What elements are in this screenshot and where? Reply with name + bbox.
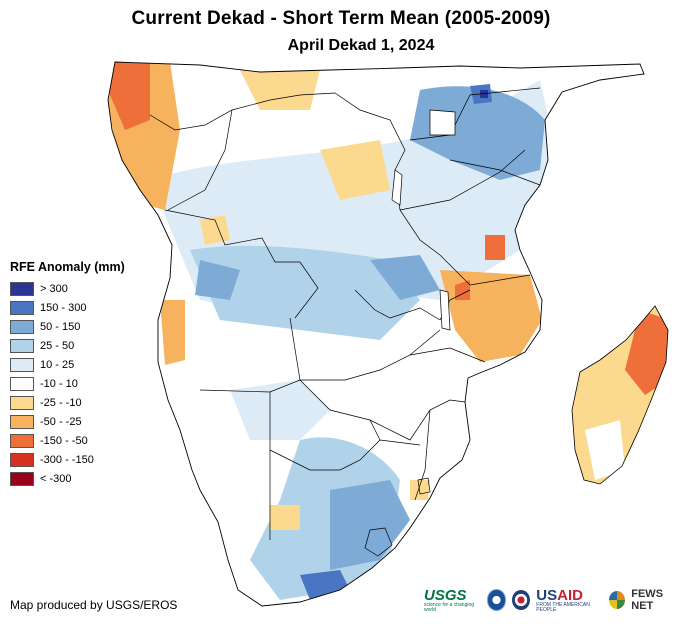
legend-label: 150 - 300 [40, 301, 87, 314]
legend-item: -50 - -25 [10, 412, 125, 431]
legend-item: < -300 [10, 469, 125, 488]
fews-net-logo: FEWS NET [631, 588, 664, 612]
legend-swatch [10, 471, 34, 486]
legend-swatch [10, 357, 34, 372]
legend-label: 25 - 50 [40, 339, 75, 352]
fews-globe-icon [609, 591, 626, 609]
legend-swatch [10, 452, 34, 467]
legend-label: -50 - -25 [40, 415, 82, 428]
legend-item: -300 - -150 [10, 450, 125, 469]
map-title: Current Dekad - Short Term Mean (2005-20… [131, 8, 551, 29]
legend-label: 10 - 25 [40, 358, 75, 371]
legend-swatch [10, 281, 34, 296]
legend-item: 50 - 150 [10, 317, 125, 336]
legend-item: > 300 [10, 279, 125, 298]
legend-swatch [10, 414, 34, 429]
legend-title: RFE Anomaly (mm) [10, 260, 125, 274]
legend-swatch [10, 300, 34, 315]
madagascar-anomaly-fill [572, 306, 668, 484]
legend-label: -300 - -150 [40, 453, 94, 466]
legend-label: -10 - 10 [40, 377, 78, 390]
usaid-logo: USAID FROM THE AMERICAN PEOPLE [536, 586, 590, 613]
usaid-seal-icon [512, 590, 531, 610]
legend-swatch [10, 338, 34, 353]
legend-swatch [10, 319, 34, 334]
legend-item: 25 - 50 [10, 336, 125, 355]
usgs-logo: USGS science for a changing world [424, 586, 475, 613]
legend-item: -25 - -10 [10, 393, 125, 412]
madagascar-outline [571, 305, 669, 485]
legend-item: -150 - -50 [10, 431, 125, 450]
legend-swatch [10, 433, 34, 448]
legend: RFE Anomaly (mm) > 300 150 - 300 50 - 150 2… [10, 260, 125, 488]
lakes [391, 109, 456, 331]
mainland-anomaly-fill [108, 62, 644, 606]
noaa-seal-icon [486, 589, 507, 611]
legend-label: < -300 [40, 472, 72, 485]
legend-item: -10 - 10 [10, 374, 125, 393]
partner-logos: USGS science for a changing world USAID … [424, 584, 682, 616]
legend-swatch [10, 376, 34, 391]
legend-swatch [10, 395, 34, 410]
legend-item: 10 - 25 [10, 355, 125, 374]
legend-item: 150 - 300 [10, 298, 125, 317]
legend-label: 50 - 150 [40, 320, 81, 333]
credit-text: Map produced by USGS/EROS [10, 598, 178, 612]
legend-label: -150 - -50 [40, 434, 88, 447]
legend-label: > 300 [40, 282, 68, 295]
map-subtitle: April Dekad 1, 2024 [287, 37, 435, 54]
legend-label: -25 - -10 [40, 396, 82, 409]
